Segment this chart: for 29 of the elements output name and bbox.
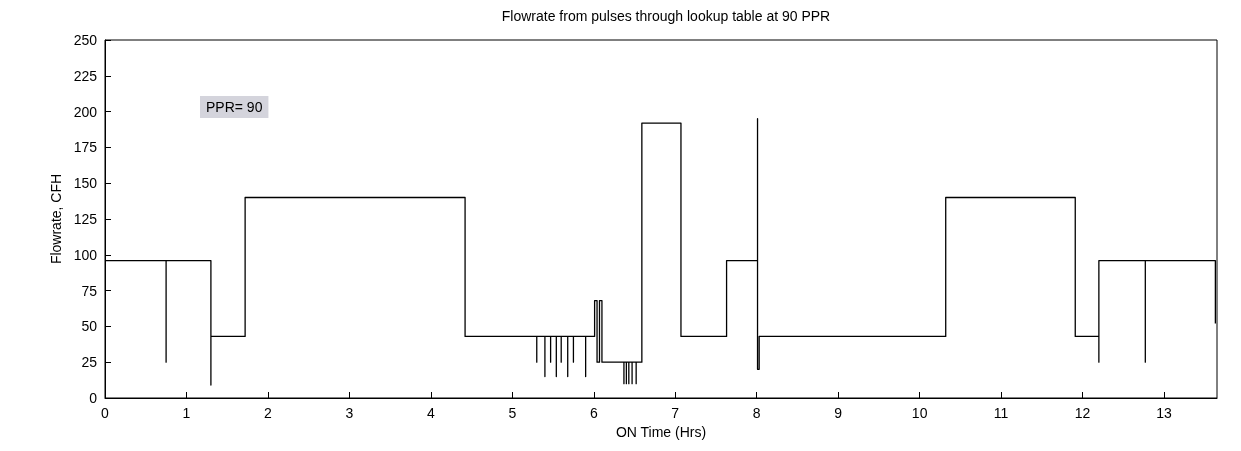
x-tick-label: 6 bbox=[589, 405, 598, 421]
x-tick-label: 8 bbox=[752, 405, 761, 421]
x-tick-label: 0 bbox=[101, 405, 110, 421]
x-tick-label: 1 bbox=[182, 405, 191, 421]
y-tick-label: 100 bbox=[73, 246, 98, 263]
x-tick-label: 10 bbox=[911, 405, 928, 421]
y-tick-label: 125 bbox=[73, 211, 98, 227]
x-tick-label: 4 bbox=[426, 405, 435, 421]
y-tick-label: 75 bbox=[81, 282, 98, 299]
x-tick-label: 5 bbox=[508, 405, 517, 421]
x-axis-title: ON Time (Hrs) bbox=[615, 423, 707, 440]
x-tick-label: 3 bbox=[345, 405, 354, 421]
x-tick-label: 2 bbox=[264, 405, 273, 421]
y-tick-label: 175 bbox=[73, 139, 98, 156]
y-tick-label: 0 bbox=[89, 390, 98, 406]
y-tick-label: 150 bbox=[73, 175, 98, 192]
y-tick-label: 200 bbox=[73, 103, 98, 120]
y-tick-label: 225 bbox=[73, 67, 98, 84]
y-tick-label: 250 bbox=[73, 32, 98, 48]
annotation: PPR= 90 bbox=[206, 99, 263, 115]
chart-title: Flowrate from pulses through lookup table at 90 PPR bbox=[501, 8, 831, 24]
y-tick-label: 25 bbox=[81, 354, 98, 371]
y-tick-label: 50 bbox=[81, 318, 98, 335]
x-tick-label: 7 bbox=[671, 405, 680, 421]
x-tick-label: 13 bbox=[1156, 405, 1173, 421]
x-tick-label: 12 bbox=[1074, 405, 1091, 421]
x-tick-label: 11 bbox=[993, 405, 1009, 421]
x-tick-label: 9 bbox=[834, 405, 843, 421]
y-axis-title: Flowrate, CFH bbox=[47, 173, 64, 265]
